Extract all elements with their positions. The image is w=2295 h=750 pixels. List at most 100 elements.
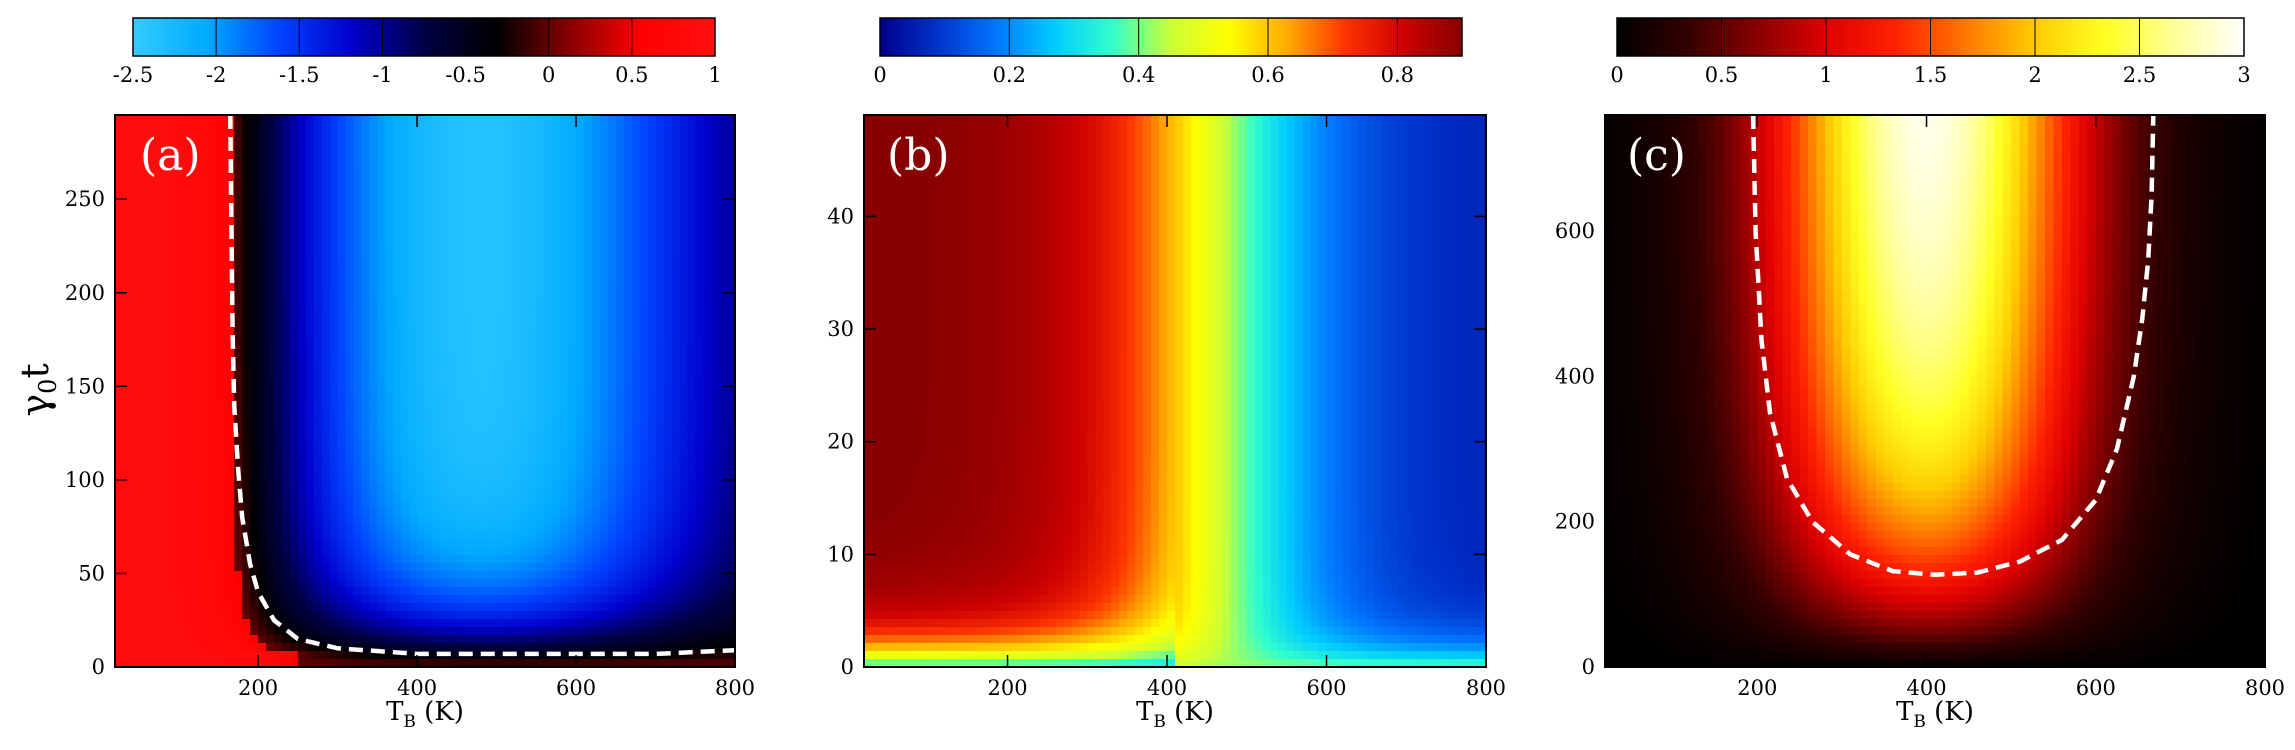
heatmap-a-cell [679,395,688,404]
heatmap-a-cell [131,347,140,356]
heatmap-a-cell [393,387,402,396]
heatmap-a-cell [242,419,251,428]
heatmap-a-cell [632,483,641,492]
heatmap-a-cell [433,371,442,380]
colorbar-a-tick-label: -0.5 [445,63,486,87]
heatmap-a-cell [369,243,378,252]
heatmap-a-cell [441,443,450,452]
heatmap-a-cell [202,283,211,292]
heatmap-a-cell [163,435,172,444]
heatmap-a-cell [473,139,482,148]
heatmap-a-cell [465,291,474,300]
heatmap-a-cell [568,219,577,228]
heatmap-a-cell [171,403,180,412]
heatmap-a-cell [457,331,466,340]
heatmap-a-cell [338,275,347,284]
heatmap-a-cell [544,147,553,156]
heatmap-a-cell [163,475,172,484]
heatmap-a-cell [433,275,442,284]
heatmap-a-cell [512,467,521,476]
heatmap-a-cell [131,355,140,364]
heatmap-a-cell [592,331,601,340]
heatmap-a-cell [544,275,553,284]
heatmap-a-cell [687,347,696,356]
heatmap-a-cell [560,235,569,244]
heatmap-a-cell [695,475,704,484]
heatmap-a-cell [528,187,537,196]
heatmap-a-cell [409,427,418,436]
heatmap-a-cell [592,339,601,348]
heatmap-a-cell [528,115,537,124]
heatmap-a-cell [282,291,291,300]
heatmap-a-cell [210,331,219,340]
heatmap-a-cell [441,195,450,204]
heatmap-a-cell [671,171,680,180]
heatmap-a-cell [663,355,672,364]
heatmap-a-cell [568,275,577,284]
heatmap-a-cell [266,275,275,284]
heatmap-a-cell [330,347,339,356]
heatmap-a-cell [520,419,529,428]
heatmap-a-cell [481,467,490,476]
heatmap-a-cell [409,259,418,268]
heatmap-a-cell [568,267,577,276]
heatmap-a-cell [322,459,331,468]
heatmap-a-cell [433,331,442,340]
heatmap-a-cell [441,251,450,260]
heatmap-a-cell [608,467,617,476]
heatmap-a-cell [703,131,712,140]
heatmap-a-cell [711,307,720,316]
heatmap-a-cell [520,251,529,260]
heatmap-a-cell [123,163,132,172]
heatmap-a-cell [282,427,291,436]
heatmap-a-cell [671,291,680,300]
heatmap-a-cell [584,235,593,244]
heatmap-a-cell [576,403,585,412]
heatmap-a-cell [624,187,633,196]
heatmap-a-cell [592,307,601,316]
heatmap-a-cell [131,211,140,220]
heatmap-a-cell [433,395,442,404]
heatmap-a-cell [194,291,203,300]
heatmap-a-cell [473,411,482,420]
heatmap-a-cell [369,443,378,452]
heatmap-a-cell [433,243,442,252]
heatmap-a-cell [433,179,442,188]
heatmap-a-cell [346,403,355,412]
heatmap-a-cell [695,123,704,132]
heatmap-a-cell [608,155,617,164]
heatmap-a-cell [417,179,426,188]
heatmap-a-cell [632,403,641,412]
heatmap-a-cell [441,219,450,228]
colorbar-a-bar [133,18,715,56]
heatmap-a-cell [139,267,148,276]
heatmap-a-cell [298,163,307,172]
heatmap-a-cell [703,435,712,444]
heatmap-a-cell [171,259,180,268]
heatmap-a-cell [504,475,513,484]
heatmap-a-cell [624,307,633,316]
heatmap-a-cell [202,363,211,372]
heatmap-a-cell [218,355,227,364]
heatmap-a-cell [584,323,593,332]
heatmap-a-cell [234,323,243,332]
heatmap-a-cell [433,451,442,460]
heatmap-a-cell [401,363,410,372]
heatmap-a-cell [616,339,625,348]
heatmap-a-cell [624,243,633,252]
heatmap-a-cell [481,115,490,124]
heatmap-a-cell [457,251,466,260]
heatmap-a-cell [544,219,553,228]
heatmap-a-cell [552,139,561,148]
heatmap-a-cell [282,115,291,124]
heatmap-a-cell [695,291,704,300]
heatmap-a-cell [155,435,164,444]
heatmap-a-cell [457,139,466,148]
heatmap-a-cell [576,483,585,492]
heatmap-a-cell [210,131,219,140]
heatmap-a-cell [497,379,506,388]
heatmap-a-cell [353,283,362,292]
heatmap-a-cell [417,219,426,228]
heatmap-a-cell [115,275,124,284]
heatmap-a-cell [457,467,466,476]
